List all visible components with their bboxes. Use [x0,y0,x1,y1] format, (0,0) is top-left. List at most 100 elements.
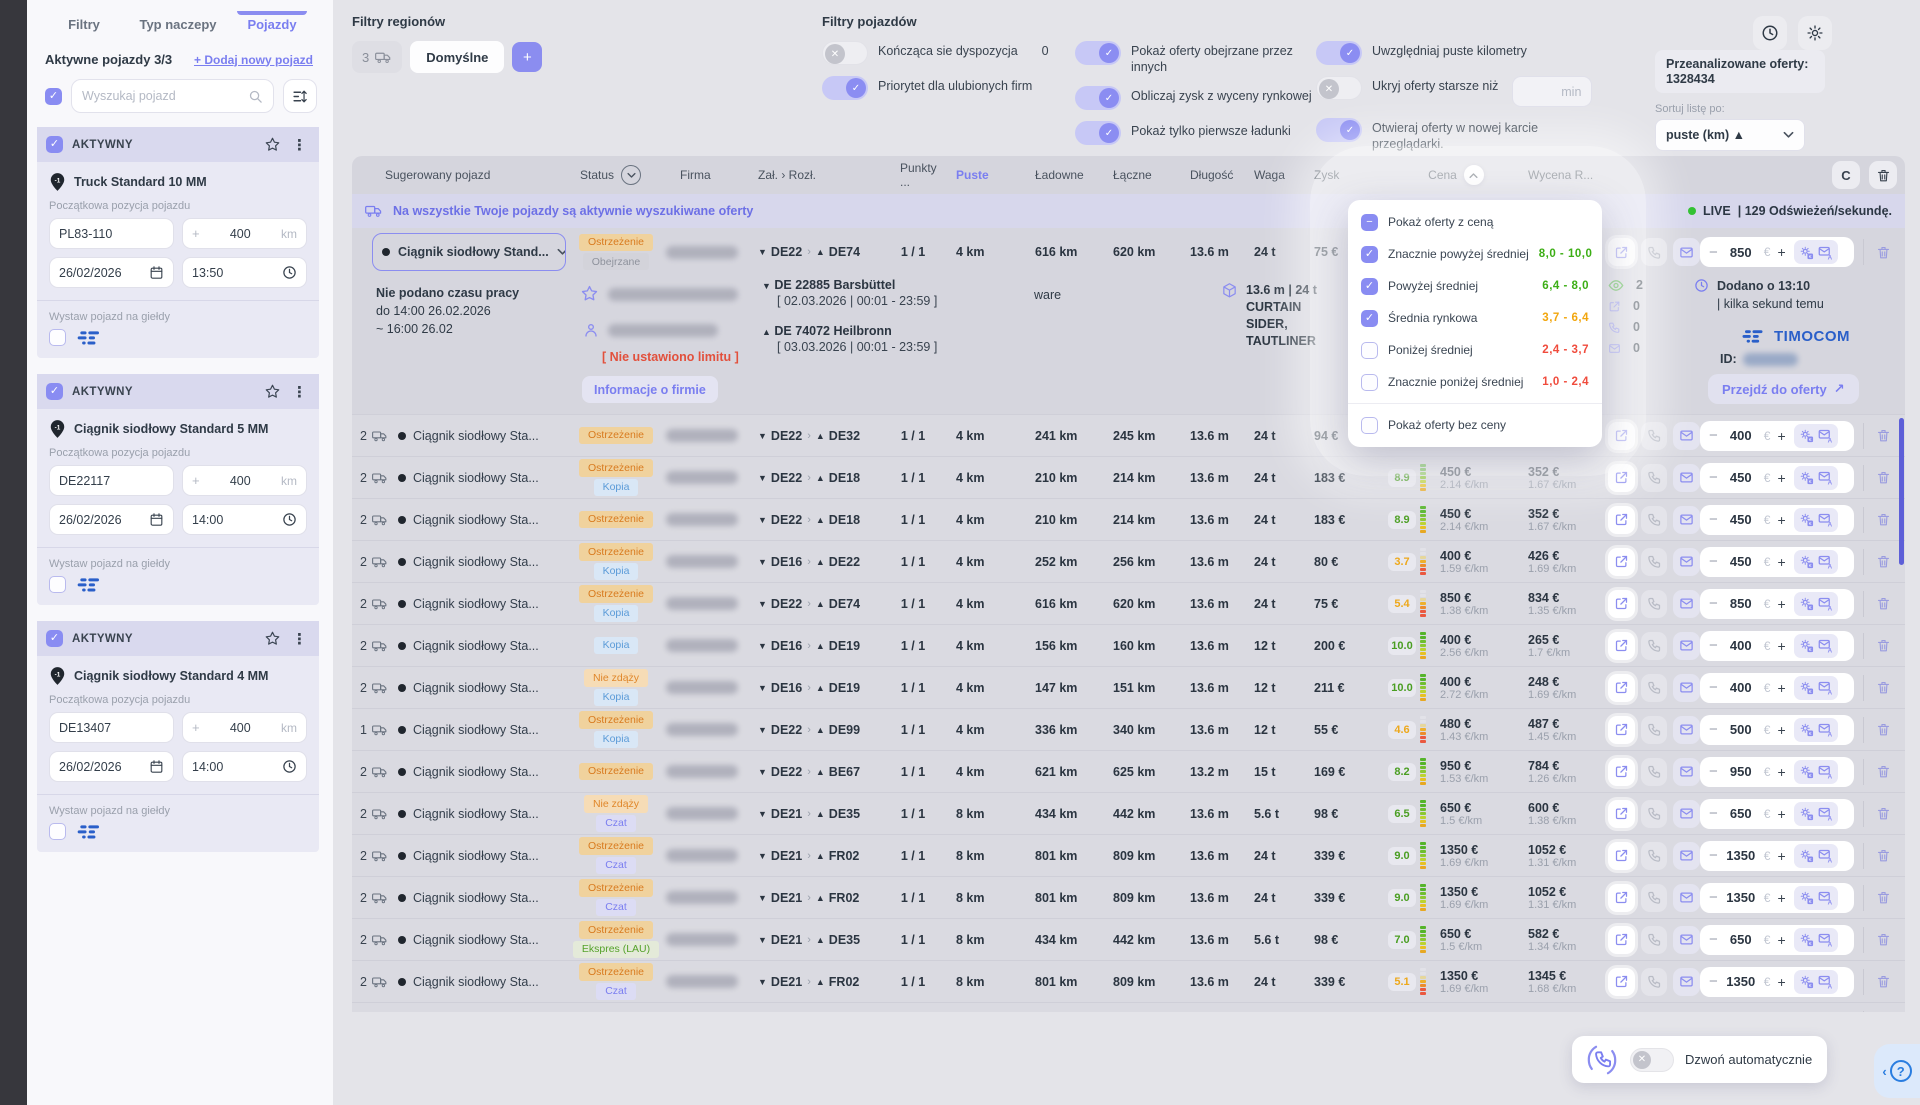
favorite-vehicle-button[interactable] [264,383,281,400]
delete-offer-button[interactable] [1863,716,1903,743]
mail-offer-button[interactable] [1673,967,1701,996]
sort-vehicles-button[interactable] [283,79,317,113]
mail-offer-button[interactable] [1673,547,1701,576]
stepper-minus-button[interactable]: − [1709,763,1718,780]
price-stepper[interactable]: − 650 € + € A [1700,798,1854,829]
option-checkbox[interactable]: − [1361,213,1378,231]
delete-offer-button[interactable] [1863,968,1903,995]
price-stepper[interactable]: − 500 € + € A [1700,714,1854,745]
vehicle-active-checkbox[interactable]: ✓ [46,630,63,647]
share-offer-button[interactable] [1608,631,1635,660]
share-offer-button[interactable] [1608,547,1635,576]
auto-call-toggle[interactable]: ✕ [1630,1047,1674,1072]
delete-offer-button[interactable] [1863,1010,1903,1012]
call-offer-button[interactable] [1640,799,1668,828]
mail-offer-button[interactable] [1673,238,1701,266]
stepper-plus-button[interactable]: + [1777,805,1786,822]
stepper-minus-button[interactable]: − [1709,679,1718,696]
favorite-vehicle-button[interactable] [264,630,281,647]
share-offer-button[interactable] [1608,925,1635,954]
header-empty-km[interactable]: Puste [956,168,989,182]
table-row[interactable]: 2 Ciągnik siodłowy Sta... Ostrzeżenie Cza… [352,960,1905,1002]
table-row[interactable]: 2 Ciągnik siodłowy Sta... Ostrzeżenie Cza… [352,876,1905,918]
mail-offer-button[interactable] [1673,715,1701,744]
vehicle-time-input[interactable]: 14:00 [182,751,307,782]
favorite-company-button[interactable] [580,284,599,303]
price-stepper[interactable]: − 1350 € + € A [1700,840,1854,871]
vehicle-menu-button[interactable]: ⋮ [292,630,307,648]
price-filter-option[interactable]: Znacznie poniżej średniej 1,0 - 2,4 [1348,366,1602,398]
price-stepper[interactable]: − 850 € + € A [1700,237,1854,267]
stepper-plus-button[interactable]: + [1777,931,1786,948]
price-stepper[interactable]: − 1350 € + € A [1700,966,1854,997]
mail-offer-button[interactable] [1673,757,1701,786]
vehicle-time-input[interactable]: 14:00 [182,504,307,535]
stepper-value[interactable]: 400 [1729,680,1752,695]
price-filter-option[interactable]: ✓ Średnia rynkowa 3,7 - 6,4 [1348,302,1602,334]
stepper-value[interactable]: 850 [1729,596,1752,611]
delete-offer-button[interactable] [1863,422,1903,449]
stepper-plus-button[interactable]: + [1777,469,1786,486]
call-offer-button[interactable] [1640,883,1668,912]
mail-offer-button[interactable] [1673,841,1701,870]
option-checkbox[interactable]: ✓ [1361,277,1378,295]
header-status[interactable]: Status [566,165,666,185]
stepper-value[interactable]: 450 [1729,554,1752,569]
favorite-vehicle-button[interactable] [264,136,281,153]
stepper-minus-button[interactable]: − [1709,847,1718,864]
option-checkbox[interactable] [1361,341,1378,359]
vehicle-position-input[interactable]: PL83-110 [49,218,174,249]
delete-offer-button[interactable] [1863,926,1903,953]
price-stepper[interactable]: − 850 € + € A [1700,588,1854,619]
header-suggested-vehicle[interactable]: Sugerowany pojazd [385,168,491,182]
tab-pojazdy[interactable]: Pojazdy [225,10,319,32]
stepper-value[interactable]: 1350 [1726,974,1756,989]
stepper-value[interactable]: 650 [1729,806,1752,821]
price-settings-icon[interactable]: € [1799,245,1814,260]
mail-offer-button[interactable] [1673,421,1701,450]
price-stepper[interactable]: − 950 € + € A [1700,756,1854,787]
stepper-minus-button[interactable]: − [1709,469,1718,486]
table-scrollbar[interactable] [1899,418,1904,565]
price-filter-option[interactable]: Pokaż oferty bez ceny [1348,409,1602,441]
stepper-value[interactable]: 850 [1729,244,1752,260]
add-region-filter-button[interactable]: + [512,42,543,72]
stepper-minus-button[interactable]: − [1709,637,1718,654]
stepper-plus-button[interactable]: + [1777,637,1786,654]
table-row[interactable]: 2 Ciągnik siodłowy Sta... Kopia ▼ DE16 › ▲ D… [352,624,1905,666]
stepper-minus-button[interactable]: − [1709,511,1718,528]
settings-button[interactable] [1798,16,1832,50]
delete-offer-button[interactable] [1863,506,1903,533]
table-row[interactable]: 2 Ciągnik siodłowy Sta... Ostrzeżenie Kop… [352,456,1905,498]
vehicle-search-input[interactable] [82,89,248,103]
call-offer-button[interactable] [1640,547,1668,576]
price-filter-option[interactable]: Poniżej średniej 2,4 - 3,7 [1348,334,1602,366]
delete-offer-button[interactable] [1863,464,1903,491]
share-offer-button[interactable] [1608,757,1635,786]
listing-checkbox[interactable] [49,576,66,593]
price-filter-option[interactable]: − Pokaż oferty z ceną [1348,206,1602,238]
vehicle-date-input[interactable]: 26/02/2026 [49,257,174,288]
refresh-button[interactable]: C [1832,161,1860,189]
stepper-value[interactable]: 450 [1729,512,1752,527]
delete-offer-button[interactable] [1863,674,1903,701]
option-checkbox[interactable] [1361,416,1378,434]
table-row[interactable]: 2 Ciągnik siodłowy Sta... Ostrzeżenie ▼ D… [352,750,1905,792]
stepper-plus-button[interactable]: + [1777,427,1786,444]
sort-list-select[interactable]: puste (km) ▲ [1655,119,1805,151]
share-offer-button[interactable] [1608,799,1635,828]
stepper-plus-button[interactable]: + [1777,553,1786,570]
share-offer-button[interactable] [1608,967,1635,996]
header-company[interactable]: Firma [680,168,711,182]
vehicle-menu-button[interactable]: ⋮ [292,136,307,154]
call-offer-button[interactable] [1640,673,1668,702]
stepper-minus-button[interactable]: − [1709,889,1718,906]
mail-offer-button[interactable] [1673,631,1701,660]
delete-offer-button[interactable] [1863,800,1903,827]
stepper-minus-button[interactable]: − [1709,805,1718,822]
share-offer-button[interactable] [1608,589,1635,618]
price-filter-option[interactable]: ✓ Powyżej średniej 6,4 - 8,0 [1348,270,1602,302]
stepper-value[interactable]: 400 [1729,638,1752,653]
stepper-value[interactable]: 1350 [1726,890,1756,905]
call-offer-button[interactable] [1640,967,1668,996]
